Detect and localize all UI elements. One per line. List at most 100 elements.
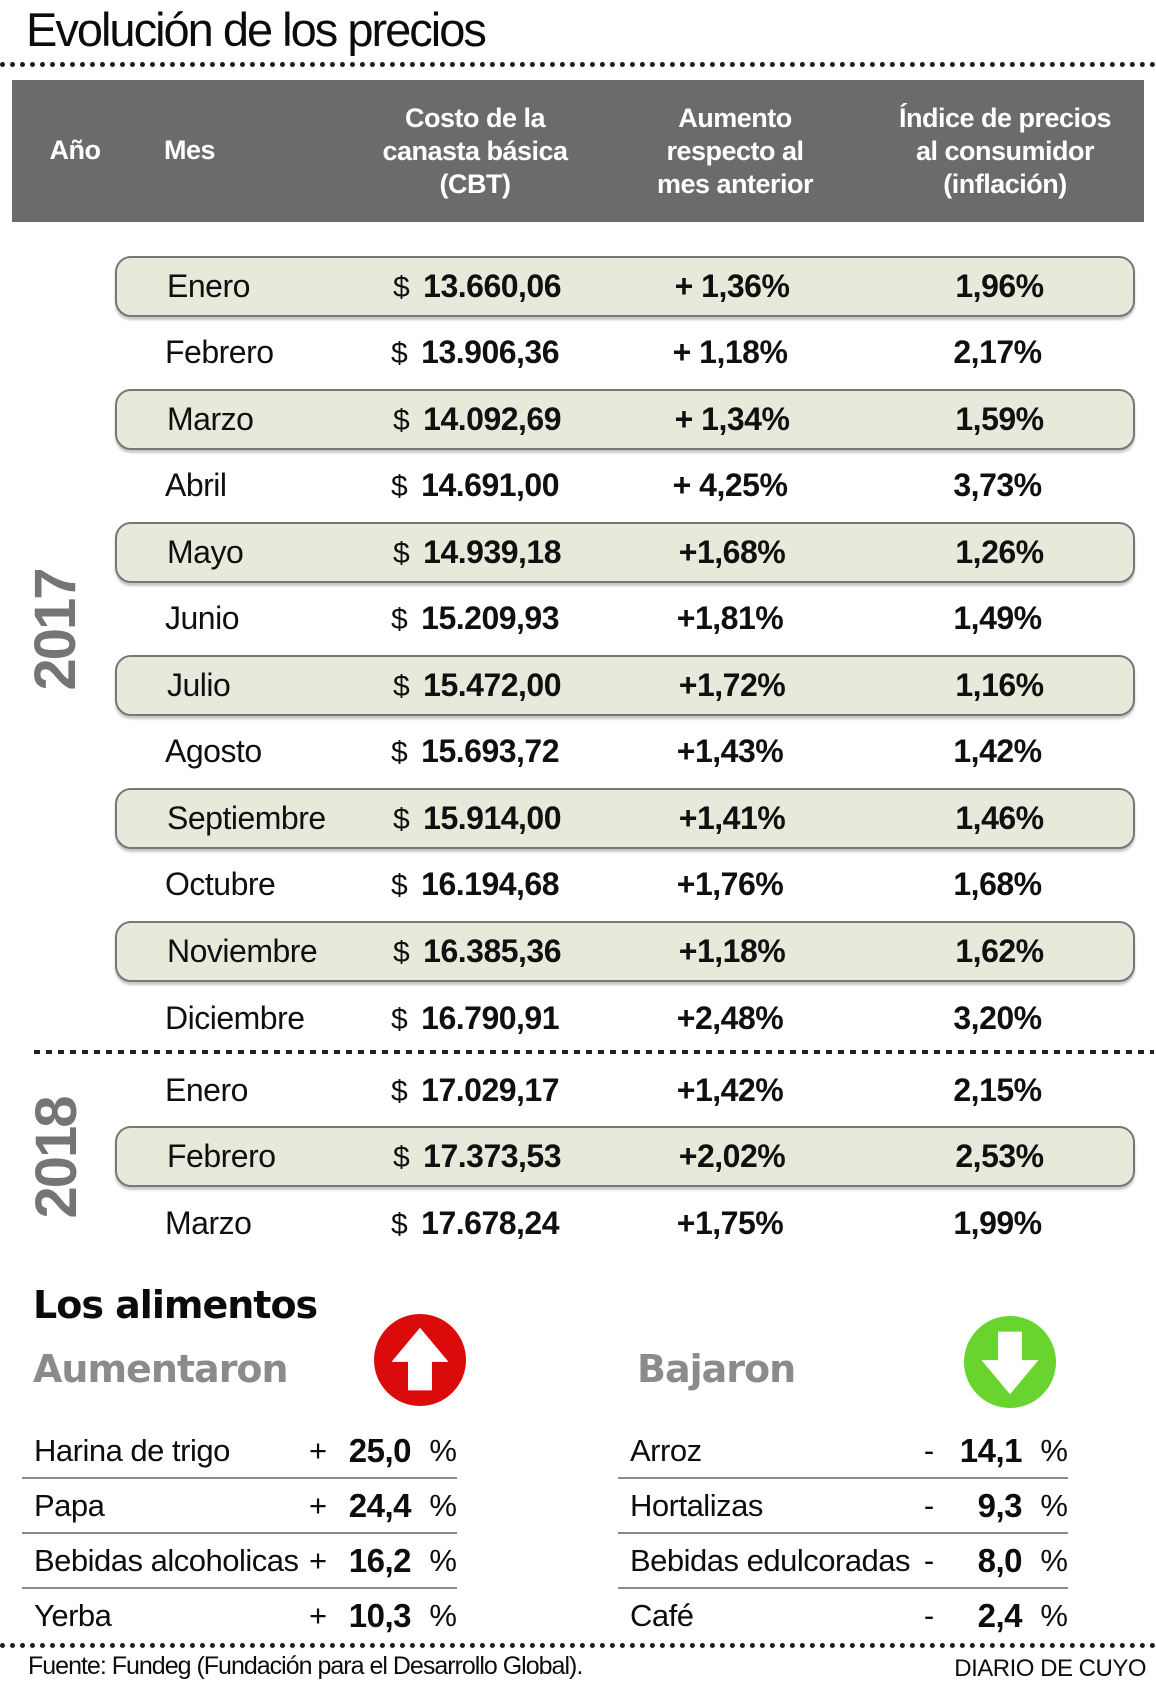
increase-cell: +2,48% <box>676 1000 784 1036</box>
food-value: 16,2 <box>348 1541 412 1579</box>
food-value: 25,0 <box>348 1431 412 1469</box>
currency-symbol: $ <box>390 603 408 636</box>
food-unit: % <box>429 1487 457 1523</box>
footer-divider <box>0 1643 1156 1648</box>
table-row: Febrero $13.906,36 + 1,18% 2,17% <box>115 322 1135 383</box>
month-cell: Abril <box>165 467 227 503</box>
year-label-2018: 2018 <box>24 1097 89 1219</box>
page-title: Evolución de los precios <box>26 3 487 56</box>
month-cell: Febrero <box>167 1138 276 1174</box>
table-row: Febrero $17.373,53 +2,02% 2,53% <box>115 1126 1135 1187</box>
increased-food-list: Harina de trigo + 25,0 % Papa + 24,4 % B… <box>22 1424 457 1642</box>
table-row: Octubre $16.194,68 +1,76% 1,68% <box>115 854 1135 915</box>
month-cell: Agosto <box>165 733 262 769</box>
table-row: Marzo $14.092,69 + 1,34% 1,59% <box>115 389 1135 450</box>
increased-label: Aumentaron <box>33 1347 289 1391</box>
month-cell: Febrero <box>165 334 274 370</box>
cbt-cell: 15.914,00 <box>423 800 562 836</box>
increase-cell: +1,75% <box>676 1205 784 1241</box>
column-header-increase: Aumento respecto al mes anterior <box>656 103 814 199</box>
currency-symbol: $ <box>392 670 410 703</box>
increase-cell: +1,81% <box>676 600 784 636</box>
table-row: Enero $13.660,06 + 1,36% 1,96% <box>115 256 1135 317</box>
decreased-food-list: Arroz - 14,1 % Hortalizas - 9,3 % Bebida… <box>618 1424 1068 1642</box>
cpi-cell: 1,42% <box>953 733 1042 769</box>
cbt-cell: 17.373,53 <box>423 1138 562 1174</box>
month-cell: Enero <box>165 1072 248 1108</box>
cbt-cell: 16.194,68 <box>421 866 560 902</box>
cpi-cell: 1,26% <box>955 534 1044 570</box>
table-row: Septiembre $15.914,00 +1,41% 1,46% <box>115 788 1135 849</box>
currency-symbol: $ <box>390 736 408 769</box>
food-sign: + <box>308 1487 328 1523</box>
list-item: Harina de trigo + 25,0 % <box>22 1424 457 1479</box>
currency-symbol: $ <box>392 936 410 969</box>
table-row: Marzo $17.678,24 +1,75% 1,99% <box>115 1193 1135 1254</box>
cpi-cell: 2,15% <box>953 1072 1042 1108</box>
increase-cell: +1,68% <box>678 534 786 570</box>
food-sign: - <box>923 1542 935 1578</box>
list-item: Bebidas edulcoradas - 8,0 % <box>618 1534 1068 1589</box>
increase-cell: + 1,18% <box>672 334 788 370</box>
food-unit: % <box>429 1542 457 1578</box>
cpi-cell: 1,62% <box>955 933 1044 969</box>
month-cell: Noviembre <box>167 933 318 969</box>
food-name: Bebidas edulcoradas <box>630 1542 911 1578</box>
cpi-cell: 1,68% <box>953 866 1042 902</box>
currency-symbol: $ <box>392 537 410 570</box>
month-cell: Enero <box>167 268 250 304</box>
cbt-cell: 16.790,91 <box>421 1000 560 1036</box>
month-cell: Junio <box>165 600 240 636</box>
column-header-year: Año <box>49 135 101 165</box>
food-unit: % <box>429 1597 457 1633</box>
food-name: Yerba <box>34 1597 112 1633</box>
table-header: Año Mes Costo de la canasta básica (CBT)… <box>12 80 1144 222</box>
food-name: Café <box>630 1597 694 1633</box>
list-item: Papa + 24,4 % <box>22 1479 457 1534</box>
source-note: Fuente: Fundeg (Fundación para el Desarr… <box>28 1652 583 1680</box>
food-value: 9,3 <box>977 1486 1023 1524</box>
increase-cell: + 1,34% <box>674 401 790 437</box>
table-row: Noviembre $16.385,36 +1,18% 1,62% <box>115 921 1135 982</box>
table-row: Mayo $14.939,18 +1,68% 1,26% <box>115 522 1135 583</box>
cpi-cell: 3,73% <box>953 467 1042 503</box>
cbt-cell: 13.660,06 <box>423 268 562 304</box>
increase-cell: +1,42% <box>676 1072 784 1108</box>
month-cell: Octubre <box>165 866 276 902</box>
cpi-cell: 1,46% <box>955 800 1044 836</box>
increase-cell: + 4,25% <box>672 467 788 503</box>
currency-symbol: $ <box>390 1075 408 1108</box>
cbt-cell: 14.939,18 <box>423 534 562 570</box>
food-sign: + <box>308 1542 328 1578</box>
increase-cell: +1,41% <box>678 800 786 836</box>
increase-cell: +1,43% <box>676 733 784 769</box>
cpi-cell: 1,49% <box>953 600 1042 636</box>
food-unit: % <box>1040 1487 1068 1523</box>
food-sign: + <box>308 1432 328 1468</box>
currency-symbol: $ <box>390 470 408 503</box>
month-cell: Mayo <box>167 534 244 570</box>
currency-symbol: $ <box>390 337 408 370</box>
column-header-cbt: Costo de la canasta básica (CBT) <box>382 103 568 199</box>
increase-cell: + 1,36% <box>674 268 790 304</box>
foods-section-title: Los alimentos <box>33 1283 318 1327</box>
food-sign: - <box>923 1487 935 1523</box>
food-name: Arroz <box>630 1432 702 1468</box>
cbt-cell: 13.906,36 <box>421 334 560 370</box>
currency-symbol: $ <box>392 803 410 836</box>
food-value: 14,1 <box>959 1431 1023 1469</box>
food-value: 2,4 <box>977 1596 1023 1634</box>
food-sign: + <box>308 1597 328 1633</box>
food-name: Bebidas alcoholicas <box>34 1542 299 1578</box>
month-cell: Diciembre <box>165 1000 305 1036</box>
increase-cell: +1,76% <box>676 866 784 902</box>
currency-symbol: $ <box>392 404 410 437</box>
cpi-cell: 1,16% <box>955 667 1044 703</box>
title-divider <box>0 62 1156 67</box>
currency-symbol: $ <box>392 1141 410 1174</box>
month-cell: Septiembre <box>167 800 326 836</box>
food-sign: - <box>923 1432 935 1468</box>
food-value: 8,0 <box>977 1541 1023 1579</box>
food-name: Hortalizas <box>630 1487 763 1523</box>
